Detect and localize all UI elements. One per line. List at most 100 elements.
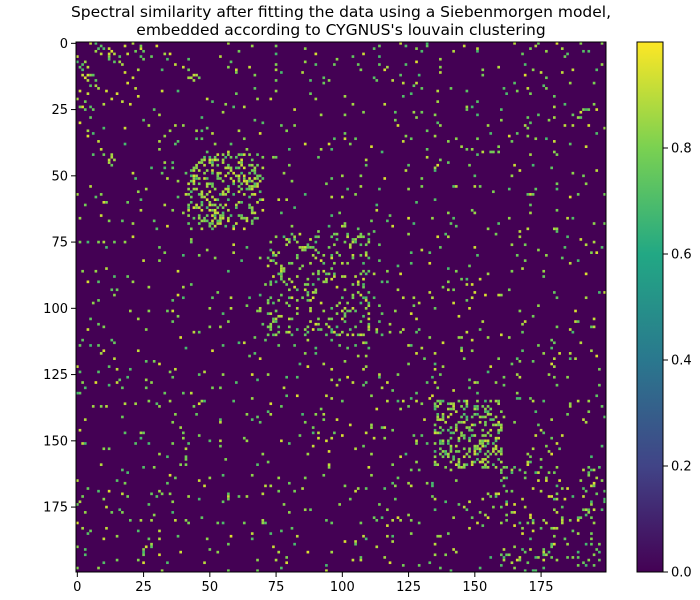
heatmap-cell: [378, 44, 381, 48]
heatmap-cell: [187, 208, 190, 212]
heatmap-cell: [500, 423, 503, 427]
heatmap-cell: [431, 296, 434, 300]
heatmap-cell: [187, 495, 190, 498]
heatmap-cell: [197, 161, 201, 164]
heatmap-cell: [537, 113, 540, 117]
heatmap-cell: [208, 182, 212, 186]
heatmap-cell: [261, 208, 265, 212]
heatmap-cell: [227, 150, 230, 154]
heatmap-cell: [341, 261, 344, 265]
heatmap-cell: [306, 550, 310, 554]
heatmap-cell: [250, 44, 254, 48]
heatmap-cell: [497, 402, 500, 406]
heatmap-cell: [348, 246, 352, 249]
heatmap-cell: [86, 487, 90, 490]
heatmap-cell: [189, 190, 193, 194]
heatmap-cell: [317, 317, 320, 321]
heatmap-cell: [346, 232, 349, 236]
colorbar-gradient: [637, 42, 663, 572]
heatmap-cell: [351, 333, 355, 337]
heatmap-cell: [433, 497, 437, 501]
heatmap-cell: [295, 254, 299, 257]
heatmap-cell: [433, 407, 437, 411]
heatmap-cell: [489, 495, 493, 498]
heatmap-cell: [454, 444, 458, 448]
heatmap-cell: [325, 394, 328, 398]
heatmap-cell: [354, 325, 357, 329]
heatmap-cell: [197, 182, 201, 186]
heatmap-cell: [197, 330, 201, 334]
heatmap-cell: [375, 519, 379, 522]
heatmap-cell: [309, 307, 312, 310]
heatmap-cell: [595, 492, 599, 496]
heatmap-cell: [94, 84, 98, 88]
heatmap-cell: [436, 386, 440, 390]
heatmap-cell: [558, 352, 561, 355]
heatmap-cell: [325, 277, 328, 281]
heatmap-cell: [200, 137, 204, 141]
heatmap-cell: [121, 492, 124, 496]
heatmap-cell: [335, 285, 339, 289]
heatmap-cell: [367, 291, 371, 294]
heatmap-cell: [274, 44, 278, 48]
heatmap-cell: [322, 280, 326, 284]
heatmap-cell: [295, 394, 299, 398]
heatmap-cell: [484, 463, 487, 466]
heatmap-cell: [242, 177, 246, 180]
heatmap-cell: [555, 208, 559, 212]
heatmap-cell: [256, 97, 259, 101]
heatmap-cell: [322, 473, 326, 477]
heatmap-cell: [314, 97, 318, 101]
heatmap-cell: [102, 126, 106, 130]
heatmap-cell: [542, 558, 546, 562]
heatmap-cell: [131, 42, 135, 45]
heatmap-cell: [547, 495, 551, 498]
heatmap-cell: [500, 479, 503, 482]
heatmap-cell: [176, 195, 180, 199]
heatmap-cell: [582, 487, 585, 490]
heatmap-cell: [182, 211, 185, 215]
heatmap-cell: [378, 503, 381, 506]
heatmap-cell: [86, 79, 90, 82]
heatmap-cell: [383, 426, 387, 429]
heatmap-cell: [560, 47, 564, 50]
heatmap-cell: [401, 328, 405, 331]
heatmap-cell: [470, 283, 474, 286]
heatmap-cell: [211, 222, 214, 225]
heatmap-cell: [555, 466, 559, 469]
heatmap-cell: [144, 360, 148, 363]
heatmap-cell: [582, 495, 585, 498]
heatmap-cell: [147, 442, 151, 445]
heatmap-cell: [211, 132, 214, 135]
heatmap-cell: [409, 468, 413, 472]
heatmap-cell: [113, 357, 116, 360]
heatmap-cell: [484, 513, 487, 517]
heatmap-cell: [203, 561, 206, 565]
heatmap-cell: [550, 418, 553, 421]
heatmap-cell: [317, 431, 320, 435]
heatmap-cell: [592, 102, 596, 106]
heatmap-cell: [155, 44, 159, 48]
heatmap-cell: [584, 489, 588, 493]
heatmap-cell: [113, 341, 116, 345]
heatmap-cell: [351, 240, 355, 244]
heatmap-cell: [76, 479, 79, 482]
heatmap-cell: [542, 275, 546, 278]
heatmap-cell: [110, 153, 114, 156]
heatmap-cell: [473, 434, 477, 437]
heatmap-cell: [460, 349, 463, 353]
heatmap-cell: [147, 285, 151, 289]
heatmap-cell: [303, 328, 307, 331]
heatmap-cell: [566, 235, 569, 239]
heatmap-cell: [203, 171, 206, 175]
heatmap-cell: [505, 489, 508, 493]
heatmap-cell: [105, 505, 108, 509]
heatmap-cell: [319, 259, 323, 262]
heatmap-cell: [269, 259, 273, 262]
heatmap-cell: [545, 553, 548, 557]
heatmap-cell: [250, 206, 254, 209]
heatmap-cell: [484, 458, 487, 461]
heatmap-cell: [266, 333, 270, 337]
heatmap-cell: [372, 436, 376, 440]
heatmap-cell: [136, 349, 140, 353]
